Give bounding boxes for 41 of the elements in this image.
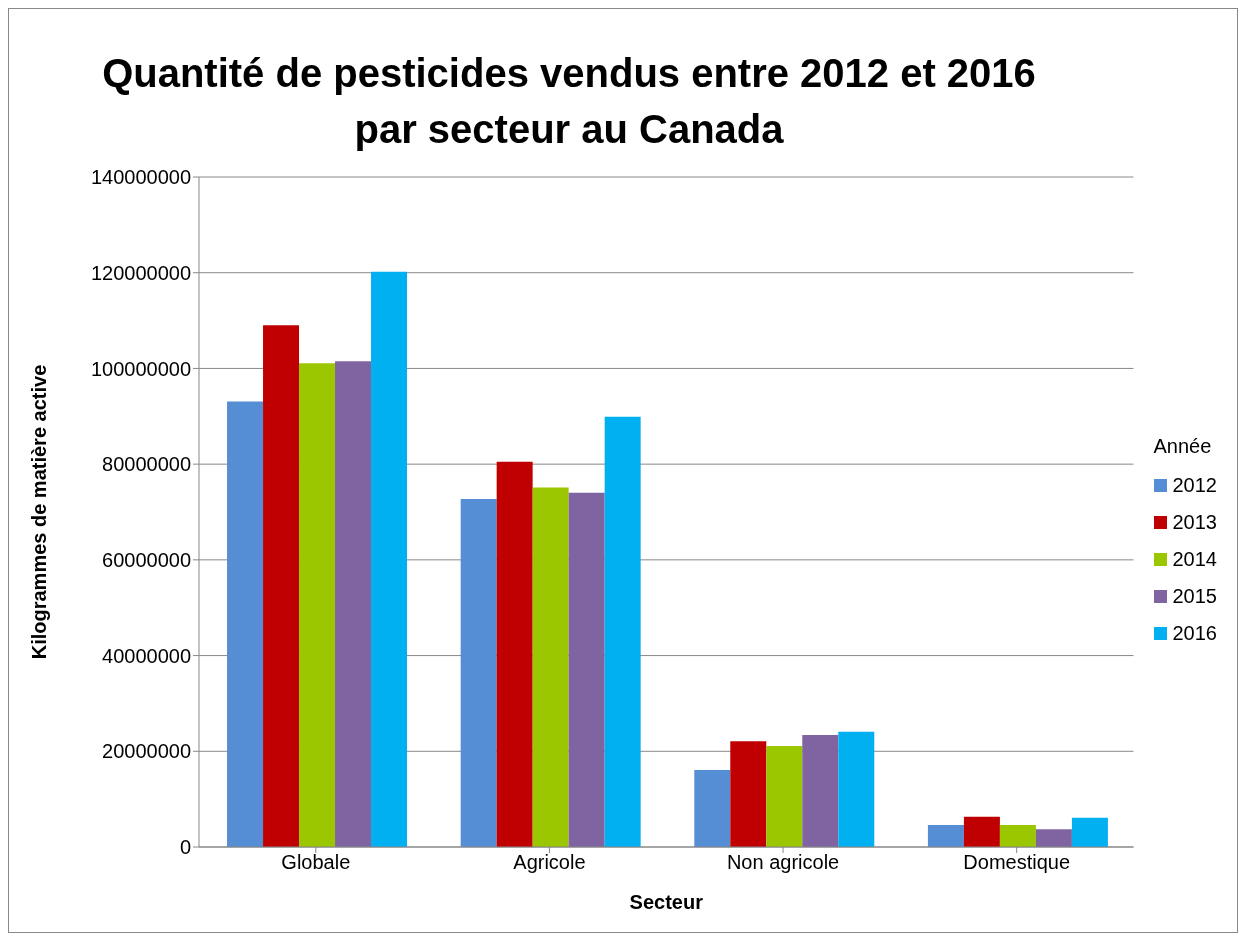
y-tick-label: 40000000 xyxy=(102,644,191,667)
y-tick-label: 140000000 xyxy=(90,166,191,189)
bar xyxy=(568,492,605,847)
bar xyxy=(802,735,839,847)
bar xyxy=(227,401,264,847)
bar xyxy=(999,824,1036,847)
legend-title: Année xyxy=(1153,435,1213,458)
bar xyxy=(604,416,641,847)
chart-title: Quantité de pesticides vendus entre 2012 et 2016 par secteur au Canada xyxy=(101,50,1037,153)
y-tick-label: 100000000 xyxy=(90,357,191,380)
bar xyxy=(838,731,875,847)
bar xyxy=(766,746,803,847)
legend-label: 2015 xyxy=(1172,585,1217,608)
y-tick-label: 80000000 xyxy=(102,453,191,476)
x-axis-title: Secteur xyxy=(629,891,704,913)
y-tick-label: 20000000 xyxy=(102,740,191,763)
legend-label: 2016 xyxy=(1172,622,1217,645)
bar xyxy=(496,461,533,847)
bar xyxy=(371,271,408,847)
x-tick-label: Agricole xyxy=(513,851,586,874)
legend-label: 2012 xyxy=(1172,474,1217,497)
x-tick-label: Domestique xyxy=(963,851,1071,874)
bar xyxy=(532,487,569,847)
x-tick-label: Non agricole xyxy=(726,851,840,874)
legend-label: 2013 xyxy=(1172,511,1217,534)
bar xyxy=(460,499,497,847)
legend-label: 2014 xyxy=(1172,548,1217,571)
y-axis-title: Kilogrammes de matière active xyxy=(28,364,51,660)
bar xyxy=(1071,817,1108,847)
y-tick-label: 0 xyxy=(179,836,191,859)
bar xyxy=(963,816,1000,847)
y-tick-label: 60000000 xyxy=(102,548,191,571)
x-tick-label: Globale xyxy=(281,851,351,874)
bar xyxy=(335,361,372,847)
bar xyxy=(299,363,336,847)
bar xyxy=(1035,829,1072,847)
bar xyxy=(263,325,300,847)
y-tick-label: 120000000 xyxy=(90,261,191,284)
bar xyxy=(927,824,964,847)
bar xyxy=(694,769,731,847)
bar xyxy=(730,741,767,847)
